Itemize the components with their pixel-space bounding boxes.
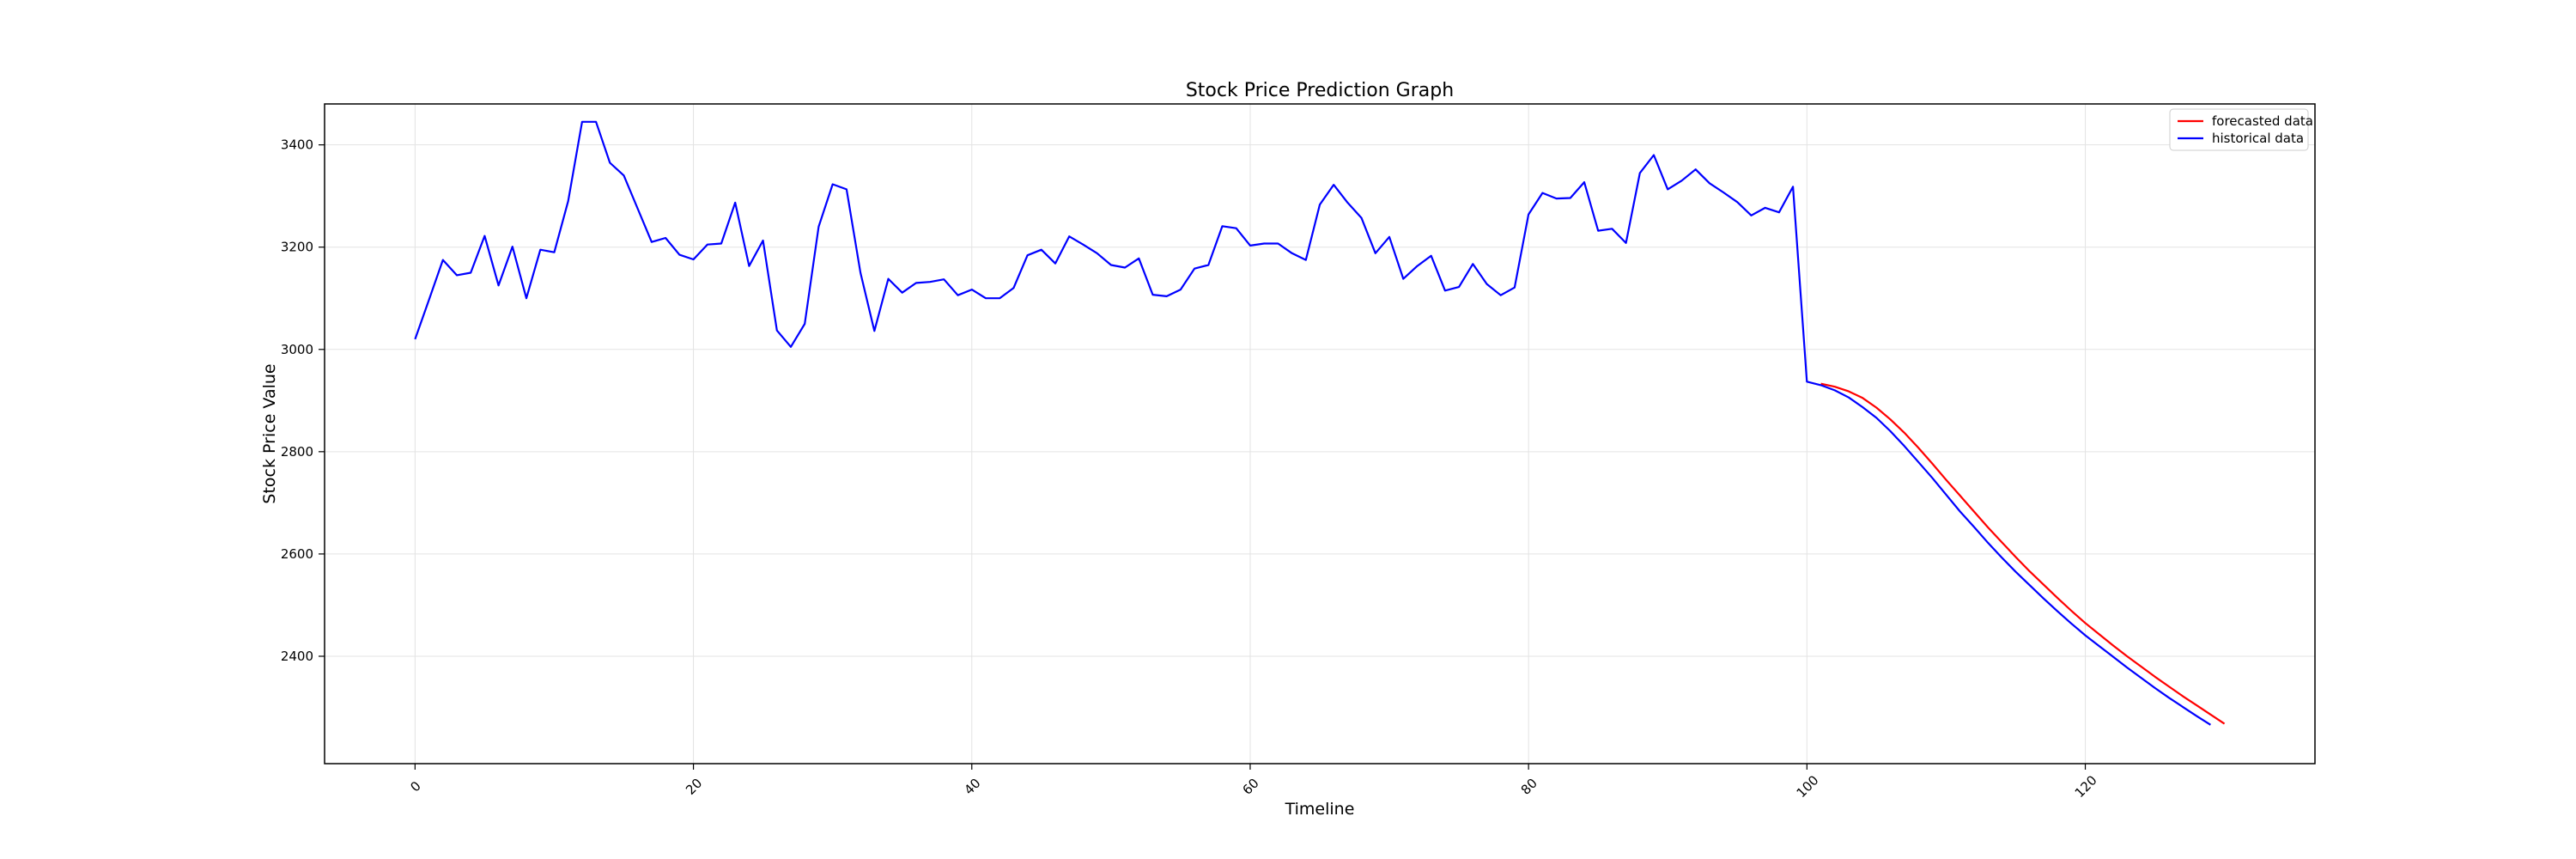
legend-box (2169, 108, 2309, 151)
x-tick-label: 60 (1240, 776, 1262, 798)
series-line-historical (414, 120, 2211, 726)
x-tick-label: 120 (2072, 772, 2100, 801)
legend-label: historical data (2212, 131, 2304, 146)
y-tick-label: 2600 (281, 546, 313, 562)
legend-label: forecasted data (2212, 113, 2313, 129)
x-tick-label: 20 (683, 776, 705, 798)
y-tick-label: 2400 (281, 649, 313, 664)
chart-title: Stock Price Prediction Graph (1186, 80, 1454, 101)
x-tick-label: 100 (1794, 772, 1822, 801)
y-axis-label: Stock Price Value (260, 363, 279, 503)
grid-lines (325, 104, 2315, 764)
legend: forecasted data historical data (2169, 108, 2313, 151)
series-lines (414, 120, 2226, 726)
axis-ticks: 0 20 40 60 80 100 120 2400 2600 2800 3000 3200 3400 (281, 137, 2100, 801)
plot-area-frame (324, 103, 2316, 765)
x-tick-label: 80 (1518, 776, 1540, 798)
y-tick-label: 2800 (281, 444, 313, 460)
x-axis-label: Timeline (1285, 800, 1355, 819)
series-line-forecasted (1820, 382, 2226, 725)
y-tick-label: 3200 (281, 240, 313, 255)
y-tick-label: 3400 (281, 137, 313, 153)
x-tick-label: 0 (407, 778, 423, 795)
x-tick-label: 40 (961, 776, 983, 798)
y-tick-label: 3000 (281, 342, 313, 357)
